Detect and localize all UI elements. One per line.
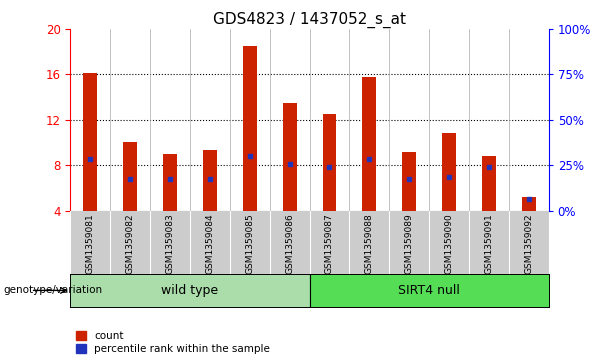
- Bar: [123, 143, 137, 211]
- Legend: count, percentile rank within the sample: count, percentile rank within the sample: [75, 331, 270, 354]
- Text: GSM1359085: GSM1359085: [245, 214, 254, 274]
- Text: GSM1359088: GSM1359088: [365, 214, 374, 274]
- Text: SIRT4 null: SIRT4 null: [398, 284, 460, 297]
- Bar: [442, 133, 456, 211]
- Bar: [482, 156, 496, 211]
- Text: genotype/variation: genotype/variation: [3, 285, 102, 295]
- Bar: [203, 150, 217, 211]
- Bar: [402, 152, 416, 211]
- Bar: [83, 73, 97, 211]
- Bar: [283, 103, 297, 211]
- Bar: [522, 197, 536, 211]
- Text: GSM1359084: GSM1359084: [205, 214, 215, 274]
- Bar: [322, 114, 337, 211]
- Text: GSM1359082: GSM1359082: [126, 214, 135, 274]
- Bar: [70, 274, 310, 307]
- Text: GSM1359087: GSM1359087: [325, 214, 334, 274]
- Bar: [362, 77, 376, 211]
- Bar: [310, 274, 549, 307]
- Text: GSM1359083: GSM1359083: [166, 214, 175, 274]
- Text: GSM1359086: GSM1359086: [285, 214, 294, 274]
- Text: wild type: wild type: [161, 284, 219, 297]
- Text: GSM1359091: GSM1359091: [484, 214, 493, 274]
- Text: GSM1359081: GSM1359081: [86, 214, 95, 274]
- Text: GSM1359090: GSM1359090: [444, 214, 454, 274]
- Text: GSM1359092: GSM1359092: [524, 214, 533, 274]
- Bar: [163, 154, 177, 211]
- Text: GSM1359089: GSM1359089: [405, 214, 414, 274]
- Title: GDS4823 / 1437052_s_at: GDS4823 / 1437052_s_at: [213, 12, 406, 28]
- Bar: [243, 46, 257, 211]
